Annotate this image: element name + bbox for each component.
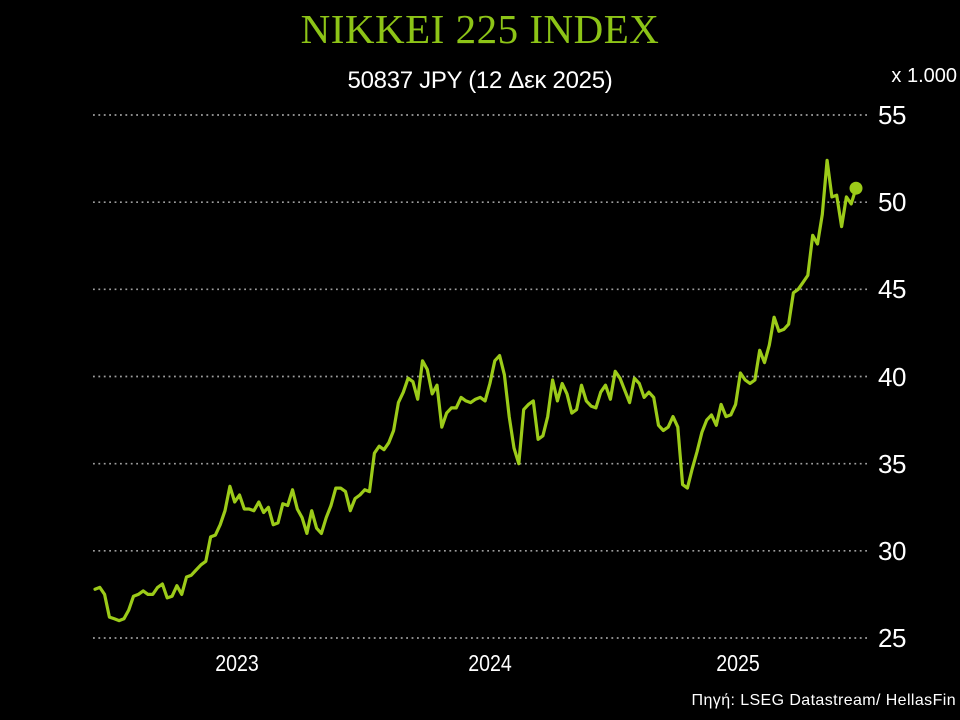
chart-title: NIKKEI 225 INDEX — [300, 6, 660, 52]
x-tick-label-2023: 2023 — [215, 650, 259, 676]
last-point-marker — [849, 181, 863, 195]
y-tick-label-35: 35 — [878, 448, 906, 479]
chart-subtitle-last-price: 50837 JPY (12 Δεκ 2025) — [347, 67, 613, 94]
y-tick-label-40: 40 — [878, 361, 906, 392]
y-axis-unit-label: x 1.000 — [891, 65, 957, 87]
y-tick-label-25: 25 — [878, 623, 906, 653]
x-tick-label-2024: 2024 — [468, 650, 512, 676]
price-line — [93, 158, 858, 623]
source-credit: Πηγή: LSEG Datastream/ HellasFin — [691, 692, 956, 709]
y-tick-label-45: 45 — [878, 274, 906, 305]
y-tick-label-55: 55 — [878, 100, 906, 130]
y-tick-label-50: 50 — [878, 187, 906, 218]
x-tick-label-2025: 2025 — [716, 650, 760, 676]
y-tick-label-30: 30 — [878, 535, 906, 566]
